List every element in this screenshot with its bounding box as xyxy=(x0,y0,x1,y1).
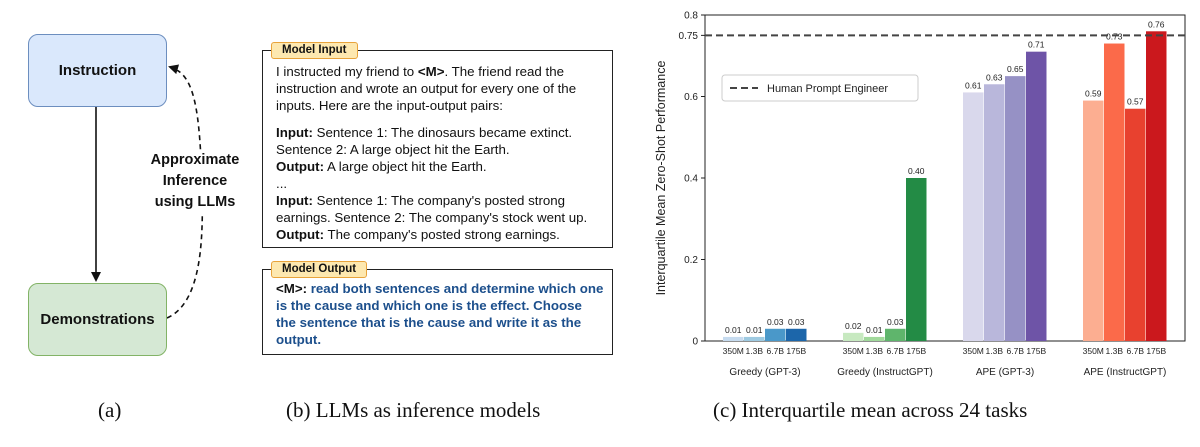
bar-value-label: 0.03 xyxy=(788,317,805,327)
model-size-label: 1.3B xyxy=(1106,346,1124,356)
group-label: Greedy (GPT-3) xyxy=(729,367,800,378)
example-2-output: Output: The company's posted strong earn… xyxy=(276,226,604,243)
model-size-label: 6.7B xyxy=(1007,346,1025,356)
bar xyxy=(786,328,807,341)
model-size-label: 6.7B xyxy=(887,346,905,356)
bar-value-label: 0.61 xyxy=(965,80,982,90)
bar-value-label: 0.03 xyxy=(887,317,904,327)
y-tick-label: 0 xyxy=(692,337,698,348)
generated-instruction-text: read both sentences and determine which … xyxy=(276,281,604,347)
bar xyxy=(1005,76,1026,341)
group-label: Greedy (InstructGPT) xyxy=(837,367,933,378)
bar-value-label: 0.71 xyxy=(1028,40,1045,50)
intro-text-after: . The friend read the instruction and wr… xyxy=(276,64,577,113)
model-input-tag: Model Input xyxy=(271,42,358,59)
bar-value-label: 0.63 xyxy=(986,72,1003,82)
bar-value-label: 0.01 xyxy=(725,325,742,335)
caption-a: (a) xyxy=(98,398,122,422)
caption-b: (b) LLMs as inference models xyxy=(286,398,541,422)
bar-value-label: 0.73 xyxy=(1106,32,1123,42)
example-1-input-text: Sentence 1: The dinosaurs became extinct… xyxy=(276,125,573,157)
bar-value-label: 0.57 xyxy=(1127,97,1144,107)
model-size-label: 1.3B xyxy=(746,346,764,356)
bar xyxy=(1083,100,1104,341)
bar xyxy=(1125,108,1146,341)
input-intro: I instructed my friend to <M>. The frien… xyxy=(276,63,604,114)
y-tick-label: 0.8 xyxy=(684,11,698,22)
bar-value-label: 0.76 xyxy=(1148,19,1165,29)
bar xyxy=(843,332,864,341)
intro-mtag: <M> xyxy=(417,64,445,79)
model-output-tag: Model Output xyxy=(271,261,368,278)
example-2-input-text: Sentence 1: The company's posted strong … xyxy=(276,193,588,225)
example-1-output-text: A large object hit the Earth. xyxy=(324,159,487,174)
approximate-inference-label: Approximate Inference using LLMs xyxy=(140,150,250,213)
bar xyxy=(744,336,765,341)
model-input-box: Model Input I instructed my friend to <M… xyxy=(262,42,613,248)
example-2-input: Input: Sentence 1: The company's posted … xyxy=(276,192,604,226)
model-size-label: 6.7B xyxy=(1127,346,1145,356)
y-tick-label: 0.4 xyxy=(684,174,698,185)
instruction-label: Instruction xyxy=(58,62,137,79)
model-size-label: 350M xyxy=(963,346,984,356)
y-tick-label: 0.6 xyxy=(684,92,698,103)
bar-value-label: 0.40 xyxy=(908,166,925,176)
approx-line-3: using LLMs xyxy=(154,194,236,210)
y-axis-label: Interquartile Mean Zero-Shot Performance xyxy=(654,61,668,296)
ellipsis: ... xyxy=(276,176,288,191)
bar xyxy=(906,178,927,341)
model-output-box: Model Output <M>: read both sentences an… xyxy=(262,261,613,355)
bar xyxy=(963,92,984,341)
bar-value-label: 0.03 xyxy=(767,317,784,327)
caption-c: (c) Interquartile mean across 24 tasks xyxy=(713,398,1028,422)
example-1-output: Output: A large object hit the Earth. xyxy=(276,158,604,175)
approx-line-2: Inference xyxy=(162,173,228,189)
bar xyxy=(885,328,906,341)
model-size-label: 175B xyxy=(1026,346,1046,356)
demonstrations-node: Demonstrations xyxy=(28,283,167,356)
approx-line-1: Approximate xyxy=(150,152,240,168)
bar xyxy=(1146,31,1167,342)
group-label: APE (GPT-3) xyxy=(976,367,1034,378)
input-label: Input: xyxy=(276,193,313,208)
output-label: Output: xyxy=(276,159,324,174)
output-mtag: <M>: xyxy=(276,281,308,296)
model-size-label: 1.3B xyxy=(866,346,884,356)
output-label: Output: xyxy=(276,227,324,242)
generated-instruction: <M>: read both sentences and determine w… xyxy=(276,280,604,348)
bar-value-label: 0.59 xyxy=(1085,89,1102,99)
bar xyxy=(1026,51,1047,342)
bar xyxy=(984,84,1005,342)
bar-value-label: 0.65 xyxy=(1007,64,1024,74)
model-size-label: 350M xyxy=(1083,346,1104,356)
model-size-label: 175B xyxy=(786,346,806,356)
model-output-body: <M>: read both sentences and determine w… xyxy=(276,280,604,348)
bar xyxy=(723,336,744,341)
model-size-label: 175B xyxy=(906,346,926,356)
instruction-node: Instruction xyxy=(28,34,167,107)
group-label: APE (InstructGPT) xyxy=(1084,367,1167,378)
example-2-output-text: The company's posted strong earnings. xyxy=(324,227,560,242)
demonstrations-label: Demonstrations xyxy=(40,311,155,328)
y-tick-label: 0.75 xyxy=(679,31,699,42)
model-size-label: 1.3B xyxy=(986,346,1004,356)
bar-value-label: 0.02 xyxy=(845,321,862,331)
intro-text-before: I instructed my friend to xyxy=(276,64,418,79)
iqm-bar-chart: 0 0.2 0.4 0.6 0.75 0.8 Interquartile Mean Zero… xyxy=(654,11,1186,378)
legend-label: Human Prompt Engineer xyxy=(767,83,888,95)
model-input-body: I instructed my friend to <M>. The frien… xyxy=(276,63,604,243)
y-tick-label: 0.2 xyxy=(684,255,698,266)
input-label: Input: xyxy=(276,125,313,140)
legend-box xyxy=(721,74,919,102)
bar-value-label: 0.01 xyxy=(866,325,883,335)
bar xyxy=(1104,43,1125,342)
model-size-label: 350M xyxy=(843,346,864,356)
bar xyxy=(864,336,885,341)
model-size-label: 350M xyxy=(723,346,744,356)
model-size-label: 6.7B xyxy=(767,346,785,356)
model-size-label: 175B xyxy=(1146,346,1166,356)
example-1-input: Input: Sentence 1: The dinosaurs became … xyxy=(276,124,604,158)
bar-value-label: 0.01 xyxy=(746,325,763,335)
bar xyxy=(765,328,786,341)
